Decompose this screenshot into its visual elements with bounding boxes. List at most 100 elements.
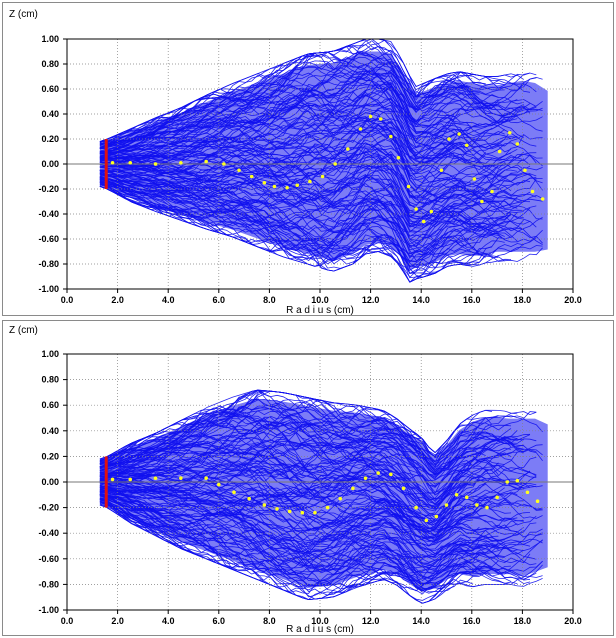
centroid-point [447, 137, 451, 141]
centroid-point [472, 177, 477, 181]
centroid-point [285, 185, 289, 190]
y-tick-label: -1.00 [38, 605, 59, 615]
centroid-point [217, 482, 221, 487]
x-tick-label: 20.0 [564, 295, 582, 305]
centroid-point [480, 199, 484, 204]
x-tick-label: 8.0 [263, 616, 276, 626]
trajectory-bundle [99, 38, 548, 283]
centroid-point [454, 493, 459, 497]
y-axis-label: Z (cm) [9, 9, 38, 20]
centroid-point [287, 509, 292, 514]
centroid-point [320, 174, 325, 179]
y-tick-label: 0.20 [41, 134, 59, 144]
x-tick-label: 6.0 [213, 295, 226, 305]
centroid-point [128, 160, 133, 165]
centroid-point [389, 134, 393, 139]
x-tick-label: 2.0 [111, 616, 124, 626]
trajectory-line [99, 497, 505, 594]
y-tick-label: -0.80 [38, 579, 59, 589]
centroid-point [421, 219, 426, 224]
x-tick-label: 2.0 [111, 295, 124, 305]
x-tick-label: 16.0 [463, 295, 481, 305]
centroid-point [232, 490, 236, 495]
centroid-point [523, 168, 527, 173]
centroid-point [429, 209, 434, 214]
centroid-point [530, 189, 535, 194]
centroid-point [515, 142, 520, 146]
centroid-point [333, 162, 337, 166]
y-tick-label: 1.00 [41, 34, 59, 44]
centroid-point [414, 505, 418, 510]
x-tick-label: 0.0 [61, 616, 74, 626]
centroid-point [406, 184, 411, 189]
x-tick-label: 12.0 [362, 616, 380, 626]
y-tick-label: -0.20 [38, 184, 59, 194]
centroid-point [153, 476, 158, 480]
y-tick-label: -0.60 [38, 554, 59, 564]
centroid-point [249, 174, 254, 179]
x-axis-label: R a d i u s (cm) [286, 305, 354, 315]
y-tick-label: 1.00 [41, 349, 59, 359]
centroid-point [275, 507, 279, 511]
y-tick-label: 0.40 [41, 109, 59, 119]
centroid-point [308, 179, 312, 184]
centroid-point [505, 480, 510, 484]
centroid-point [272, 184, 277, 189]
centroid-point [525, 490, 530, 495]
y-tick-label: -1.00 [38, 284, 59, 294]
trajectory-bundle [99, 389, 548, 604]
x-tick-label: 8.0 [263, 295, 276, 305]
centroid-point [396, 155, 401, 160]
y-tick-label: 0.60 [41, 400, 59, 410]
y-tick-label: 0.40 [41, 426, 59, 436]
centroid-point [457, 132, 461, 136]
centroid-point [540, 197, 545, 201]
centroid-point [389, 472, 393, 477]
x-tick-label: 10.0 [311, 295, 329, 305]
centroid-point [464, 143, 469, 148]
centroid-point [204, 159, 208, 164]
x-tick-label: 14.0 [412, 616, 430, 626]
centroid-point [490, 189, 494, 194]
centroid-point [262, 180, 267, 185]
centroid-point [444, 503, 449, 507]
centroid-point [237, 168, 241, 173]
y-tick-label: -0.40 [38, 209, 59, 219]
centroid-point [485, 505, 489, 510]
centroid-point [300, 510, 305, 515]
y-tick-label: -0.40 [38, 528, 59, 538]
y-tick-label: -0.60 [38, 234, 59, 244]
centroid-point [378, 117, 383, 121]
x-tick-label: 4.0 [162, 295, 175, 305]
centroid-point [295, 183, 300, 188]
trajectory-line [99, 179, 505, 279]
centroid-point [464, 495, 469, 500]
centroid-point [351, 486, 355, 491]
x-tick-label: 16.0 [463, 616, 481, 626]
centroid-point [128, 477, 133, 482]
y-tick-label: -0.20 [38, 503, 59, 513]
centroid-point [346, 147, 350, 151]
centroid-point [204, 476, 208, 480]
x-tick-label: 14.0 [412, 295, 430, 305]
y-tick-label: 0.20 [41, 451, 59, 461]
beam-core [99, 51, 548, 271]
centroid-point [495, 495, 499, 500]
centroid-point [535, 499, 540, 503]
centroid-point [247, 496, 251, 501]
y-tick-label: 0.60 [41, 84, 59, 94]
centroid-point [401, 486, 406, 491]
x-tick-label: 4.0 [162, 616, 175, 626]
y-axis-label: Z (cm) [9, 325, 38, 336]
centroid-point [515, 478, 520, 483]
x-tick-label: 0.0 [61, 295, 74, 305]
centroid-series [110, 471, 540, 523]
top-chart-svg: 1.00 0.80 0.60 0.40 0.20 0.00 -0.20 -0.40 -0.60 -… [9, 9, 582, 315]
centroid-point [363, 476, 368, 480]
centroid-point [179, 160, 183, 165]
x-tick-label: 18.0 [514, 295, 532, 305]
centroid-point [153, 162, 158, 166]
centroid-point [325, 505, 330, 510]
centroid-point [179, 476, 183, 480]
centroid-point [338, 496, 343, 501]
